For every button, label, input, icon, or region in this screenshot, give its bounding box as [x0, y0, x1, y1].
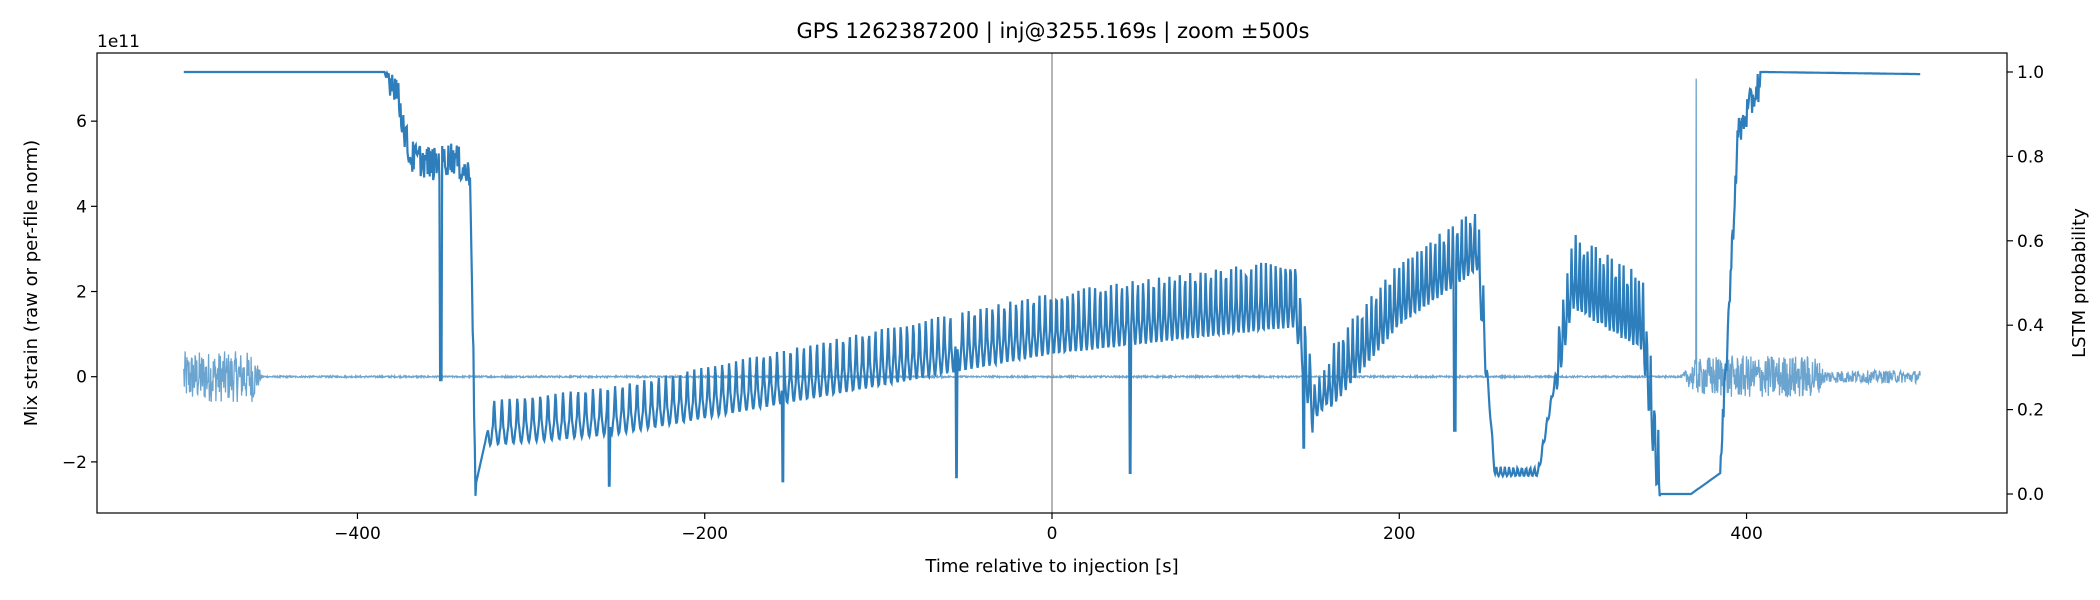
- x-tick-label: −400: [334, 524, 381, 544]
- x-axis-label: Time relative to injection [s]: [924, 556, 1178, 577]
- y-axis-label: Mix strain (raw or per-file norm): [21, 140, 42, 426]
- y-tick-label: 6: [76, 112, 87, 132]
- y-tick-label: 4: [76, 197, 87, 217]
- y2-tick-label: 0.8: [2017, 147, 2044, 167]
- y-tick-label: −2: [62, 453, 87, 473]
- y2-tick-label: 0.6: [2017, 232, 2044, 252]
- x-tick-label: −200: [681, 524, 728, 544]
- y-axis-ticks: −2 0 2 4 6: [62, 112, 97, 473]
- y-tick-label: 0: [76, 368, 87, 388]
- y-tick-label: 2: [76, 283, 87, 303]
- chart-title: GPS 1262387200 | inj@3255.169s | zoom ±5…: [797, 19, 1310, 44]
- y2-tick-label: 1.0: [2017, 63, 2044, 83]
- y2-axis-ticks: 0.0 0.2 0.4 0.6 0.8 1.0: [2007, 63, 2044, 505]
- lstm-probability-line: [183, 69, 1921, 497]
- plot-area: [183, 53, 1921, 513]
- y2-axis-label: LSTM probability: [2069, 208, 2090, 358]
- x-tick-label: 0: [1047, 524, 1058, 544]
- series-layer: [183, 69, 1921, 497]
- y2-tick-label: 0.4: [2017, 316, 2044, 336]
- y2-tick-label: 0.0: [2017, 485, 2044, 505]
- x-axis-ticks: −400 −200 0 200 400: [334, 513, 1763, 544]
- x-tick-label: 400: [1730, 524, 1762, 544]
- y2-tick-label: 0.2: [2017, 401, 2044, 421]
- y-axis-offset-text: 1e11: [97, 32, 140, 52]
- x-tick-label: 200: [1383, 524, 1415, 544]
